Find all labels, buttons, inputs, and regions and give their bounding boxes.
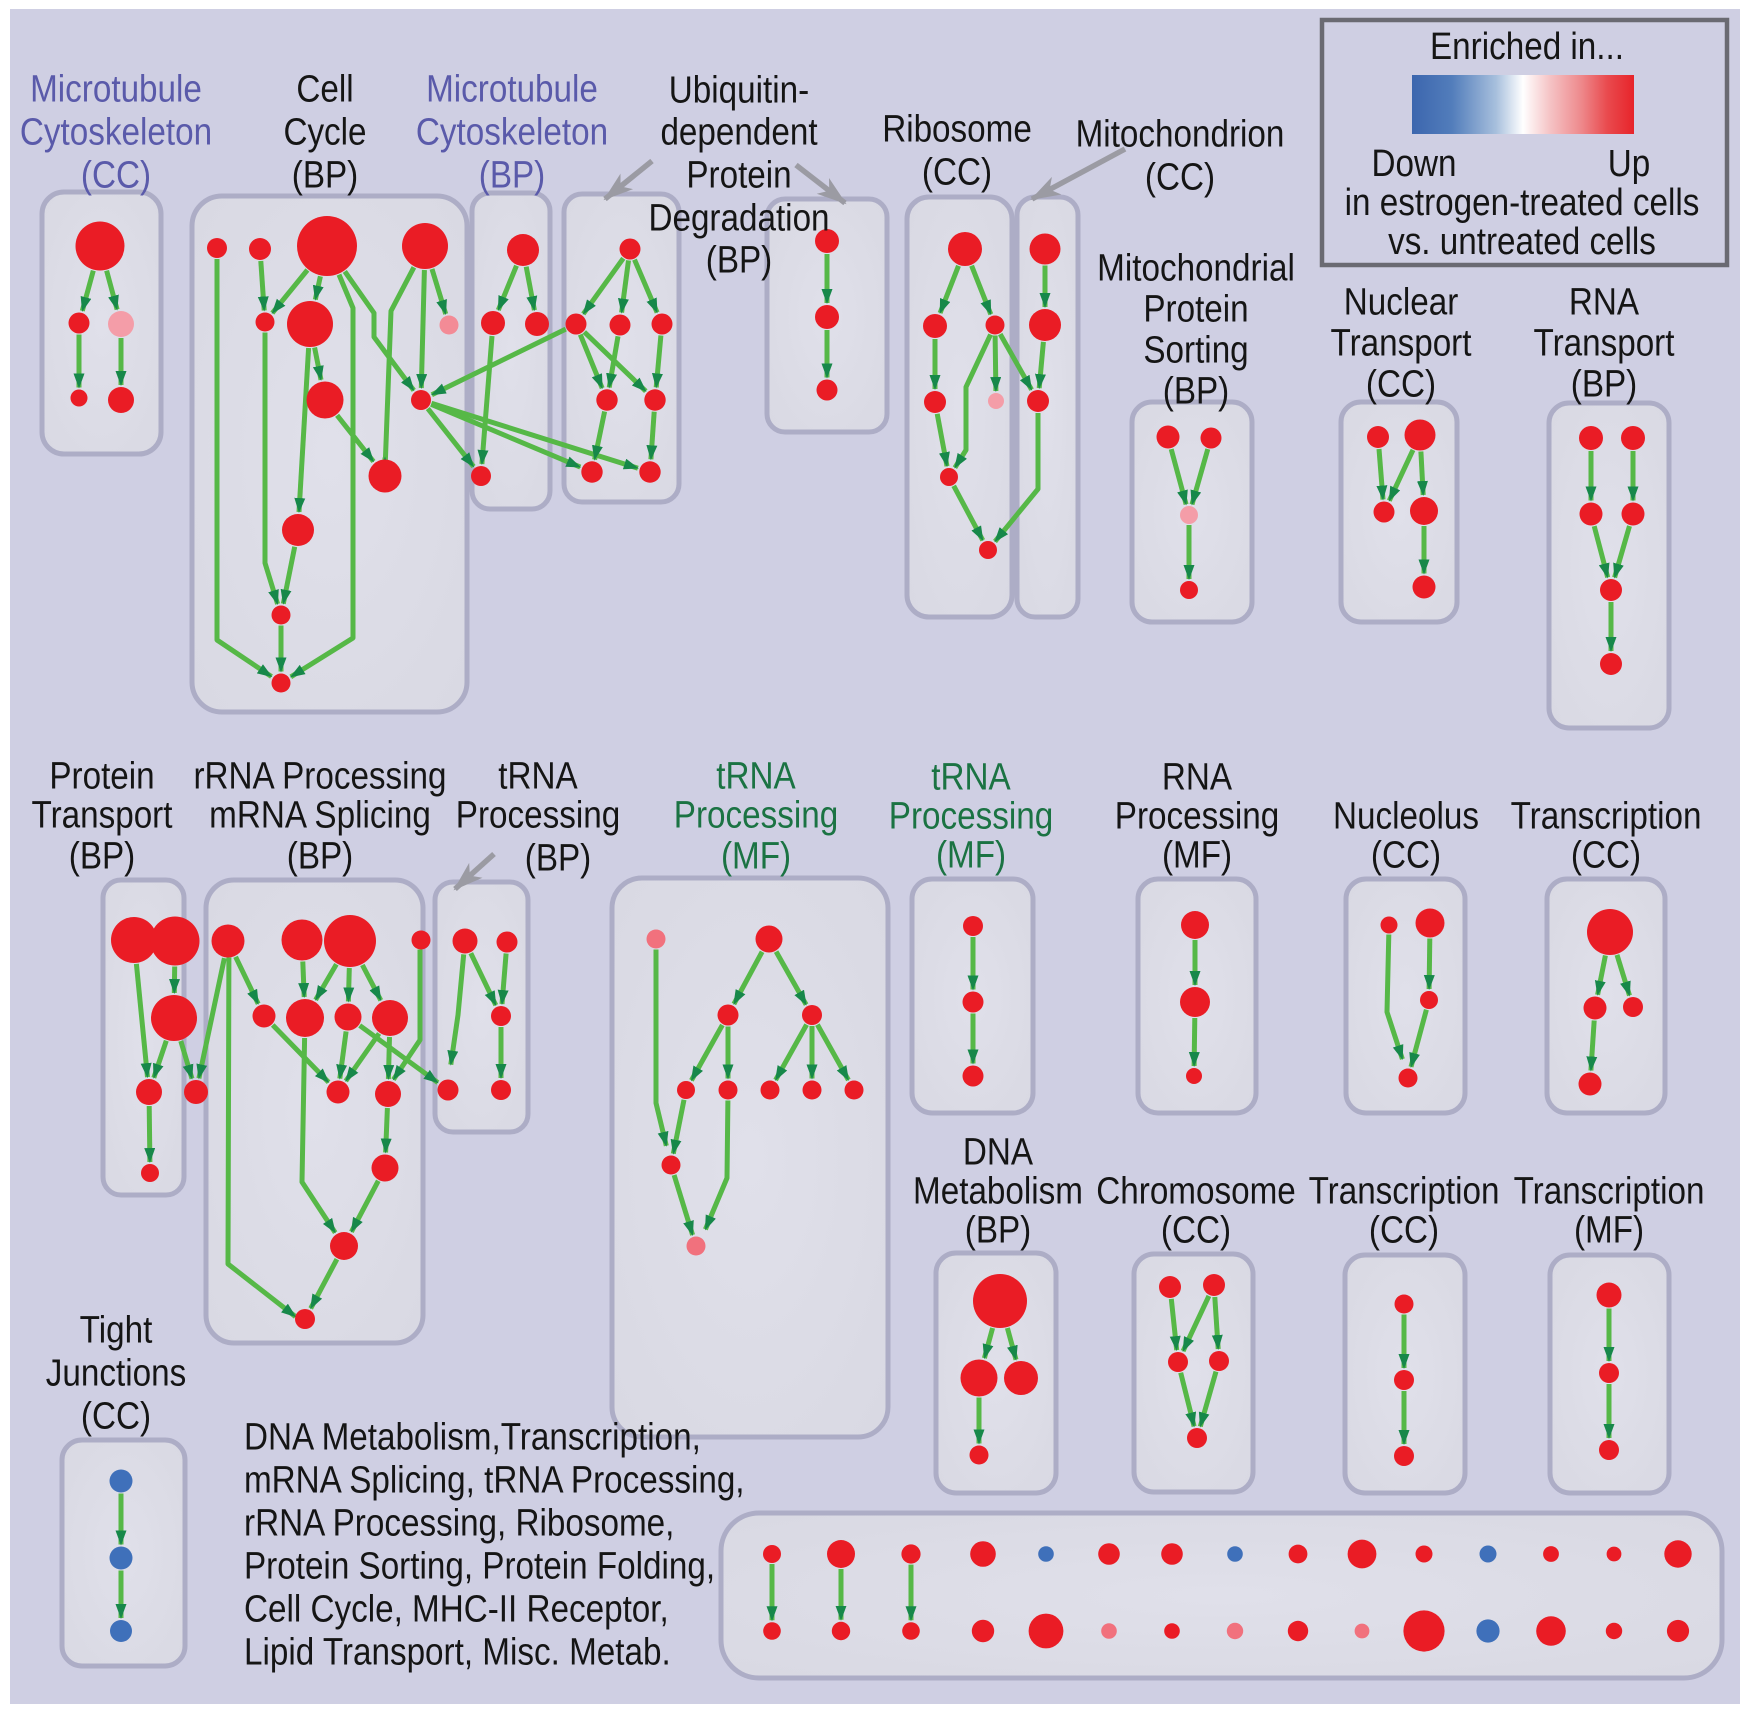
svg-text:Tight: Tight: [80, 1308, 153, 1351]
svg-text:DNA: DNA: [963, 1130, 1033, 1173]
svg-text:(BP): (BP): [1163, 369, 1229, 412]
svg-text:(CC): (CC): [1145, 155, 1215, 198]
svg-text:(CC): (CC): [1571, 833, 1641, 876]
svg-text:(CC): (CC): [922, 150, 992, 193]
svg-text:mRNA Splicing: mRNA Splicing: [209, 793, 431, 836]
svg-text:Transcription: Transcription: [1309, 1169, 1500, 1212]
svg-text:Junctions: Junctions: [46, 1351, 186, 1394]
svg-text:(CC): (CC): [1366, 362, 1436, 405]
svg-text:Enriched in...: Enriched in...: [1430, 25, 1624, 68]
svg-text:Nuclear: Nuclear: [1344, 280, 1459, 323]
svg-text:Mitochondrial: Mitochondrial: [1097, 246, 1295, 289]
svg-text:Processing: Processing: [1115, 794, 1279, 837]
svg-text:tRNA: tRNA: [716, 754, 796, 797]
svg-text:(BP): (BP): [525, 836, 591, 879]
svg-text:Metabolism: Metabolism: [913, 1169, 1083, 1212]
svg-text:tRNA: tRNA: [498, 754, 578, 797]
svg-text:Protein: Protein: [49, 754, 154, 797]
svg-text:(MF): (MF): [721, 834, 791, 877]
svg-text:Transcription: Transcription: [1514, 1169, 1705, 1212]
svg-text:RNA: RNA: [1569, 280, 1639, 323]
svg-text:Mitochondrion: Mitochondrion: [1076, 112, 1285, 155]
svg-text:Ubiquitin-: Ubiquitin-: [669, 68, 809, 111]
svg-text:Cycle: Cycle: [283, 110, 366, 153]
svg-text:(BP): (BP): [69, 834, 135, 877]
svg-text:(MF): (MF): [936, 833, 1006, 876]
svg-text:(BP): (BP): [965, 1208, 1031, 1251]
svg-text:(BP): (BP): [706, 238, 772, 281]
svg-text:Nucleolus: Nucleolus: [1333, 794, 1479, 837]
svg-text:(CC): (CC): [1161, 1208, 1231, 1251]
svg-text:mRNA Splicing, tRNA Processing: mRNA Splicing, tRNA Processing,: [244, 1458, 745, 1501]
svg-text:Degradation: Degradation: [648, 196, 829, 239]
svg-text:Lipid Transport, Misc. Metab.: Lipid Transport, Misc. Metab.: [244, 1630, 671, 1673]
svg-text:Protein Sorting, Protein Foldi: Protein Sorting, Protein Folding,: [244, 1544, 715, 1587]
svg-text:Cell: Cell: [296, 67, 353, 110]
svg-text:(CC): (CC): [1371, 833, 1441, 876]
svg-text:Chromosome: Chromosome: [1096, 1169, 1295, 1212]
svg-text:DNA Metabolism,Transcription,: DNA Metabolism,Transcription,: [244, 1415, 701, 1458]
svg-text:(BP): (BP): [1571, 362, 1637, 405]
svg-text:Ribosome: Ribosome: [882, 107, 1032, 150]
svg-text:Protein: Protein: [1143, 287, 1248, 330]
svg-text:Processing: Processing: [889, 794, 1053, 837]
svg-text:vs. untreated cells: vs. untreated cells: [1388, 220, 1656, 263]
svg-text:Microtubule: Microtubule: [426, 67, 598, 110]
svg-text:(MF): (MF): [1162, 833, 1232, 876]
svg-text:Sorting: Sorting: [1143, 328, 1248, 371]
svg-text:(CC): (CC): [1369, 1208, 1439, 1251]
svg-text:(BP): (BP): [479, 153, 545, 196]
svg-text:(CC): (CC): [81, 153, 151, 196]
svg-text:(BP): (BP): [292, 153, 358, 196]
svg-text:(CC): (CC): [81, 1394, 151, 1437]
svg-text:Processing: Processing: [674, 793, 838, 836]
svg-text:tRNA: tRNA: [931, 755, 1011, 798]
svg-text:Processing: Processing: [456, 793, 620, 836]
svg-text:Down: Down: [1372, 142, 1457, 185]
svg-text:(BP): (BP): [287, 834, 353, 877]
svg-text:Transport: Transport: [1534, 321, 1675, 364]
svg-text:(MF): (MF): [1574, 1208, 1644, 1251]
svg-text:Transport: Transport: [32, 793, 173, 836]
svg-text:Cell Cycle, MHC-II Receptor,: Cell Cycle, MHC-II Receptor,: [244, 1587, 669, 1630]
svg-text:dependent: dependent: [660, 110, 817, 153]
svg-text:Protein: Protein: [686, 153, 791, 196]
svg-text:RNA: RNA: [1162, 755, 1232, 798]
svg-text:Transport: Transport: [1331, 321, 1472, 364]
svg-text:in estrogen-treated cells: in estrogen-treated cells: [1345, 181, 1700, 224]
svg-text:Up: Up: [1608, 142, 1650, 185]
svg-text:Cytoskeleton: Cytoskeleton: [20, 110, 212, 153]
svg-text:Transcription: Transcription: [1511, 794, 1702, 837]
svg-text:rRNA Processing: rRNA Processing: [193, 754, 446, 797]
svg-text:Cytoskeleton: Cytoskeleton: [416, 110, 608, 153]
svg-text:Microtubule: Microtubule: [30, 67, 202, 110]
svg-text:rRNA Processing, Ribosome,: rRNA Processing, Ribosome,: [244, 1501, 674, 1544]
